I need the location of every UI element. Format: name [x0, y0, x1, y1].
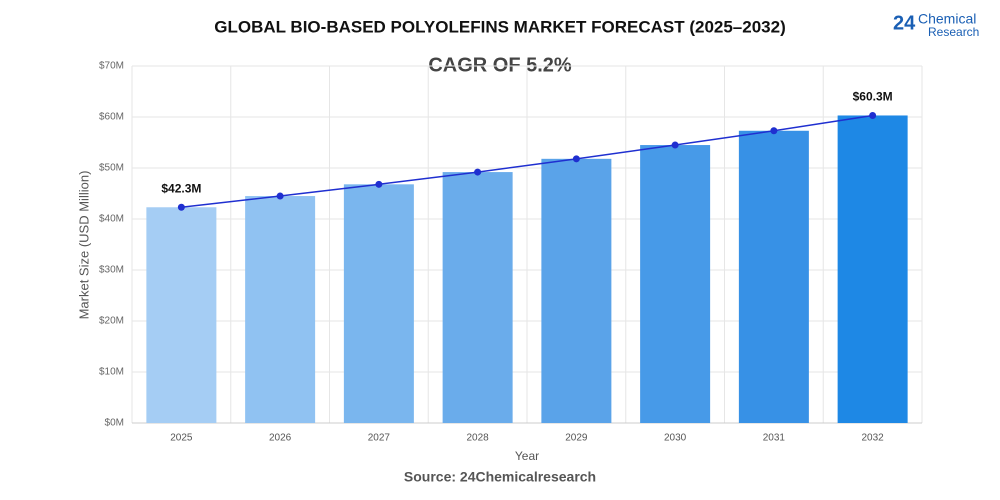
y-axis-label: Market Size (USD Million): [76, 171, 91, 320]
x-tick-label: 2031: [763, 433, 786, 444]
x-tick-label: 2025: [170, 433, 193, 444]
y-tick-label: $30M: [99, 265, 124, 276]
logo-text: Research: [928, 25, 979, 39]
bar: [837, 115, 908, 423]
trend-point: [177, 203, 185, 211]
logo-number: 24: [893, 12, 916, 34]
x-tick-label: 2032: [862, 433, 885, 444]
trend-point: [869, 111, 877, 119]
trend-point: [770, 127, 778, 135]
data-label: $60.3M: [853, 90, 893, 104]
chart-subtitle: CAGR OF 5.2%: [428, 54, 572, 76]
bar: [738, 130, 809, 423]
y-tick-label: $50M: [99, 163, 124, 174]
trend-point: [572, 155, 580, 163]
y-tick-label: $60M: [99, 112, 124, 123]
data-label: $42.3M: [161, 181, 201, 195]
y-tick-label: $10M: [99, 367, 124, 378]
trend-point: [276, 192, 284, 200]
y-tick-label: $70M: [99, 61, 124, 72]
bar: [146, 207, 217, 423]
y-tick-label: $40M: [99, 214, 124, 225]
bar: [245, 196, 316, 423]
chart-title: GLOBAL BIO-BASED POLYOLEFINS MARKET FORE…: [214, 17, 786, 36]
x-tick-label: 2027: [368, 433, 391, 444]
y-tick-label: $0M: [105, 418, 124, 429]
trend-line: [181, 114, 873, 209]
bar: [640, 145, 711, 424]
x-tick-label: 2030: [664, 433, 687, 444]
logo: 24 Chemical Research: [893, 11, 979, 39]
bar: [541, 158, 612, 423]
trend-point: [375, 180, 383, 188]
logo-text: Chemical: [918, 11, 976, 27]
trend-point: [671, 141, 679, 149]
x-tick-label: 2028: [467, 433, 490, 444]
x-tick-label: 2026: [269, 433, 292, 444]
trend-point: [474, 168, 482, 176]
bar: [343, 184, 414, 423]
x-tick-label: 2029: [565, 433, 588, 444]
bar: [442, 172, 513, 423]
x-axis-label: Year: [515, 449, 539, 463]
y-tick-label: $20M: [99, 316, 124, 327]
source: Source: 24Chemicalresearch: [404, 469, 596, 485]
